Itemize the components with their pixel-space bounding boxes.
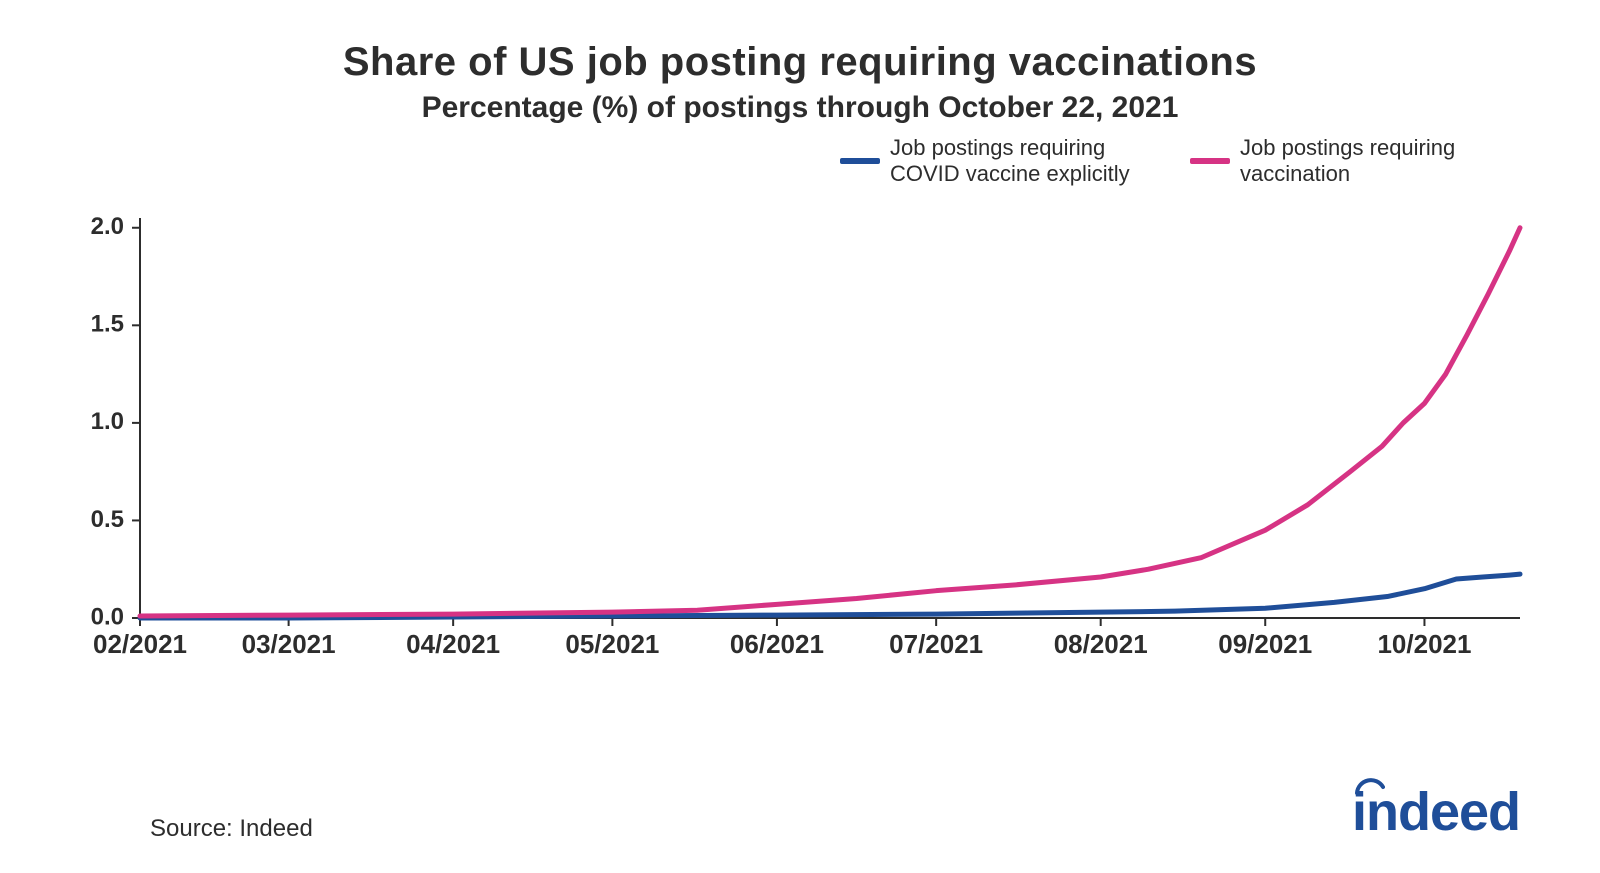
series-line [140, 574, 1520, 618]
footer: Source: Indeed indeed [0, 781, 1600, 843]
x-tick-label: 10/2021 [1377, 629, 1471, 659]
plot-area: 0.0 0.5 1.0 1.5 2.0 02/2021 03/2021 04/2021 05/2… [60, 198, 1540, 678]
x-tick-label: 04/2021 [406, 629, 500, 659]
source-attribution: Source: Indeed [150, 815, 313, 843]
legend-swatch [1190, 158, 1230, 164]
chart-subtitle: Percentage (%) of postings through Octob… [60, 91, 1540, 125]
x-tick-label: 07/2021 [889, 629, 983, 659]
legend: Job postings requiring COVID vaccine exp… [60, 135, 1500, 188]
series-line [140, 228, 1520, 616]
legend-label: Job postings requiring vaccination [1240, 135, 1500, 188]
x-tick-label: 02/2021 [93, 629, 187, 659]
legend-swatch [840, 158, 880, 164]
y-tick-label: 1.5 [91, 310, 124, 337]
x-tick-label: 06/2021 [730, 629, 824, 659]
legend-item: Job postings requiring vaccination [1190, 135, 1500, 188]
chart-title: Share of US job posting requiring vaccin… [60, 40, 1540, 85]
y-tick-label: 2.0 [91, 213, 124, 240]
y-tick-label: 1.0 [91, 408, 124, 435]
line-chart-svg: 0.0 0.5 1.0 1.5 2.0 02/2021 03/2021 04/2021 05/2… [60, 198, 1540, 678]
x-tick-label: 08/2021 [1054, 629, 1148, 659]
legend-label: Job postings requiring COVID vaccine exp… [890, 135, 1150, 188]
y-tick-label: 0.5 [91, 506, 124, 533]
legend-item: Job postings requiring COVID vaccine exp… [840, 135, 1150, 188]
y-tick-label: 0.0 [91, 603, 124, 630]
x-tick-label: 03/2021 [242, 629, 336, 659]
x-tick-label: 09/2021 [1218, 629, 1312, 659]
chart-page: Share of US job posting requiring vaccin… [0, 0, 1600, 873]
indeed-logo-arc-icon [1355, 777, 1385, 795]
indeed-logo: indeed [1352, 781, 1520, 843]
x-tick-label: 05/2021 [565, 629, 659, 659]
